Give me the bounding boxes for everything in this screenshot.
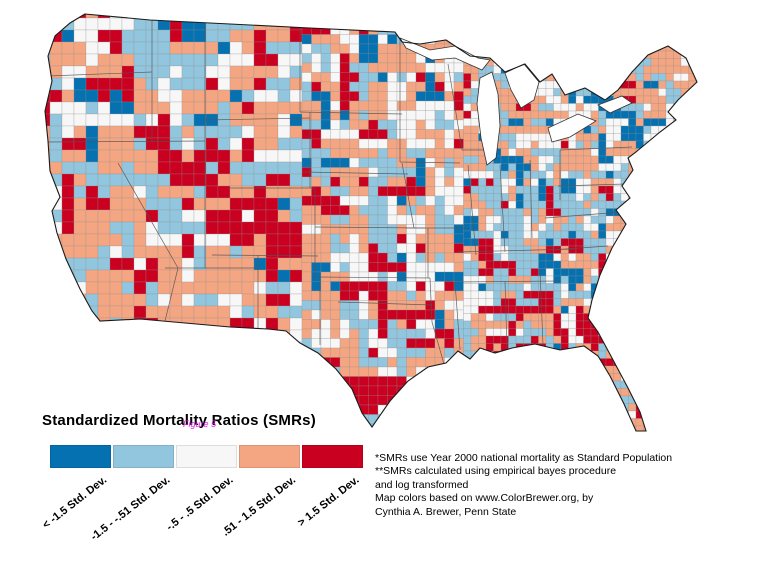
legend-label: > 1.5 Std. Dev. [295, 474, 362, 530]
state-borders [45, 20, 633, 365]
us-outline [44, 13, 698, 432]
note-line: and log transformed [375, 478, 469, 491]
lake-superior [399, 37, 491, 71]
great-lakes [399, 37, 633, 166]
legend-swatch [113, 445, 174, 468]
legend-swatch [50, 445, 111, 468]
us-choropleth-map [44, 13, 698, 432]
legend-swatch [239, 445, 300, 468]
map-notes: *SMRs use Year 2000 national mortality a… [375, 452, 672, 519]
map-title: Standardized Mortality Ratios (SMRs) [42, 412, 316, 429]
legend-swatch [176, 445, 237, 468]
note-line: Map colors based on www.ColorBrewer.org,… [375, 492, 594, 505]
lake-michigan [476, 71, 501, 166]
legend-label: < -1.5 Std. Dev. [40, 474, 110, 532]
note-line: *SMRs use Year 2000 national mortality a… [375, 452, 673, 464]
note-line: Cynthia A. Brewer, Penn State [375, 505, 517, 518]
note-line: **SMRs calculated using empirical bayes … [375, 465, 617, 478]
lake-ontario [597, 95, 633, 114]
lake-erie [547, 113, 597, 143]
county-cells [45, 14, 697, 431]
legend-swatch [302, 445, 363, 468]
legend [50, 445, 380, 470]
